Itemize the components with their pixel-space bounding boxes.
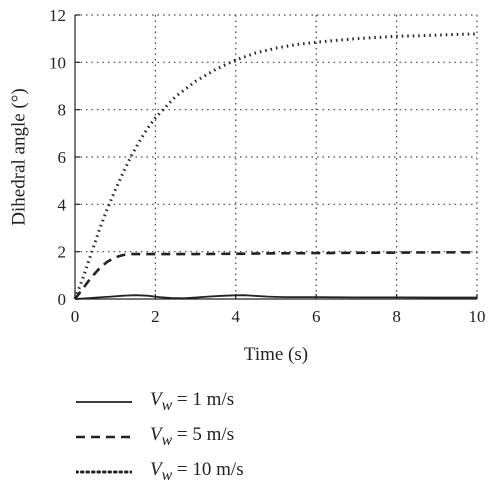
grid-lines [75,14,478,299]
y-tick-label: 2 [58,243,67,262]
x-tick-label: 2 [151,307,160,326]
y-tick-label: 4 [58,195,67,214]
x-tick-label: 4 [232,307,241,326]
y-tick-label: 8 [58,101,67,120]
y-tick-label: 12 [49,6,66,25]
legend-item: Vw = 10 m/s [76,458,244,486]
x-axis-title: Time (s) [244,344,308,365]
legend-item: Vw = 5 m/s [76,423,234,451]
x-tick-label: 10 [469,307,486,326]
legend-swatch [76,401,132,403]
y-tick-label: 6 [58,148,67,167]
y-tick-label: 0 [58,290,67,309]
x-tick-label: 6 [312,307,321,326]
legend-label: Vw = 10 m/s [150,459,244,484]
tick-labels: 0 2 4 6 8 10 0 2 4 6 8 10 12 [49,6,486,326]
series-line-3 [73,32,478,300]
line-chart: 0 2 4 6 8 10 0 2 4 6 8 10 12 Time (s) Dihedral angle… [8,6,486,365]
y-axis-title: Dihedral angle (°) [8,88,29,225]
x-tick-label: 8 [392,307,401,326]
legend-label: Vw = 1 m/s [150,389,235,414]
legend-swatch [76,435,132,439]
data-series [73,32,478,300]
legend-swatch [76,470,132,474]
series-line-1 [74,294,477,300]
legend-label: Vw = 5 m/s [150,424,235,449]
y-tick-label: 10 [49,53,66,72]
legend-item: Vw = 1 m/s [76,388,234,416]
x-tick-label: 0 [71,307,80,326]
series-line-2 [73,251,477,300]
